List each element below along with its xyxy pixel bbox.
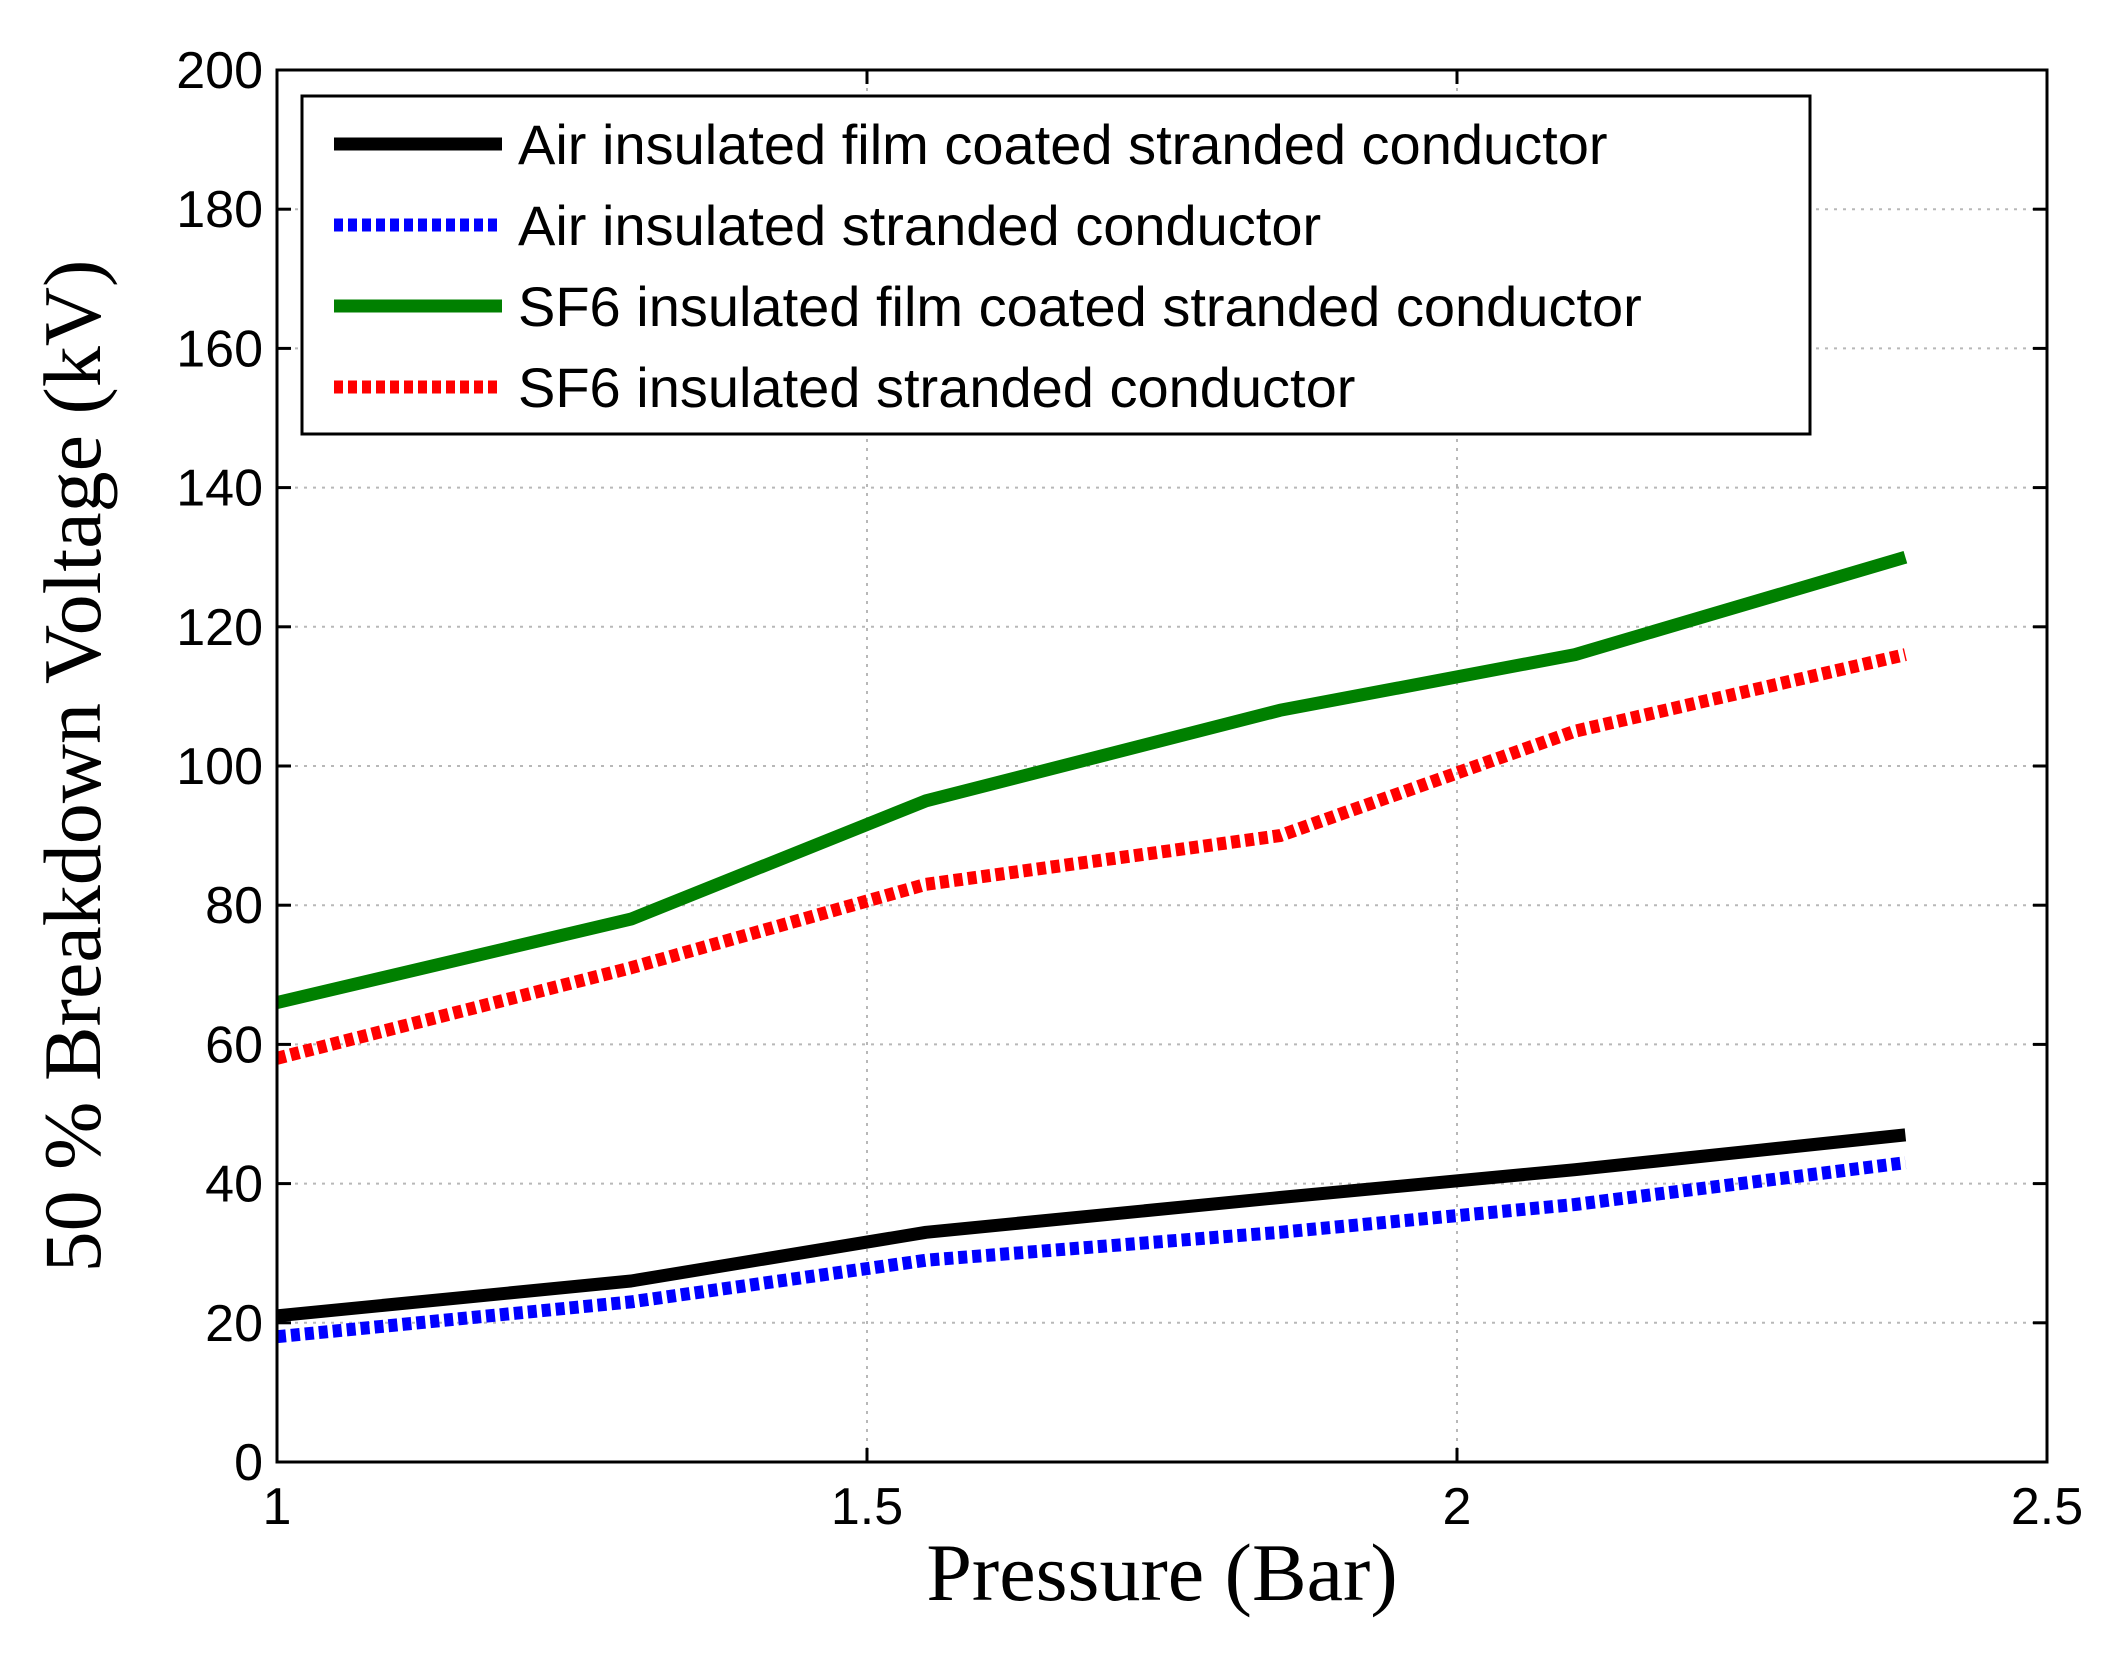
- series-line-3: [275, 550, 1908, 1009]
- y-tick-label: 20: [205, 1295, 263, 1353]
- legend-label-1: Air insulated film coated stranded condu…: [518, 113, 1607, 176]
- tick-labels: 0 20 40 60 80 100 120 140 160 180 200 1 1.5 2 2.5: [176, 42, 2083, 1536]
- x-axis-label: Pressure (Bar): [926, 1527, 1397, 1618]
- series-line-1: [276, 1128, 1907, 1323]
- x-tick-label: 2: [1443, 1478, 1472, 1536]
- series-line-2: [276, 1156, 1907, 1344]
- y-tick-label: 180: [176, 181, 263, 239]
- axis-ticks: [275, 68, 2049, 1464]
- y-tick-label: 120: [176, 599, 263, 657]
- legend: Air insulated film coated stranded condu…: [300, 94, 1812, 436]
- x-tick-label: 2.5: [2011, 1478, 2083, 1536]
- y-tick-label: 0: [234, 1434, 263, 1492]
- y-axis-label: 50 % Breakdown Voltage (kV): [27, 260, 118, 1273]
- legend-label-4: SF6 insulated stranded conductor: [518, 356, 1355, 419]
- legend-label-2: Air insulated stranded conductor: [518, 194, 1321, 257]
- y-tick-label: 80: [205, 877, 263, 935]
- y-tick-label: 100: [176, 738, 263, 796]
- x-tick-label: 1.5: [831, 1478, 903, 1536]
- y-tick-label: 200: [176, 42, 263, 100]
- x-tick-label: 1: [263, 1478, 292, 1536]
- legend-label-3: SF6 insulated film coated stranded condu…: [518, 275, 1642, 338]
- series-lines: [275, 550, 1908, 1344]
- legend-box: [300, 94, 1812, 436]
- y-tick-label: 40: [205, 1156, 263, 1214]
- y-tick-label: 140: [176, 460, 263, 518]
- y-tick-label: 160: [176, 320, 263, 378]
- y-tick-label: 60: [205, 1016, 263, 1074]
